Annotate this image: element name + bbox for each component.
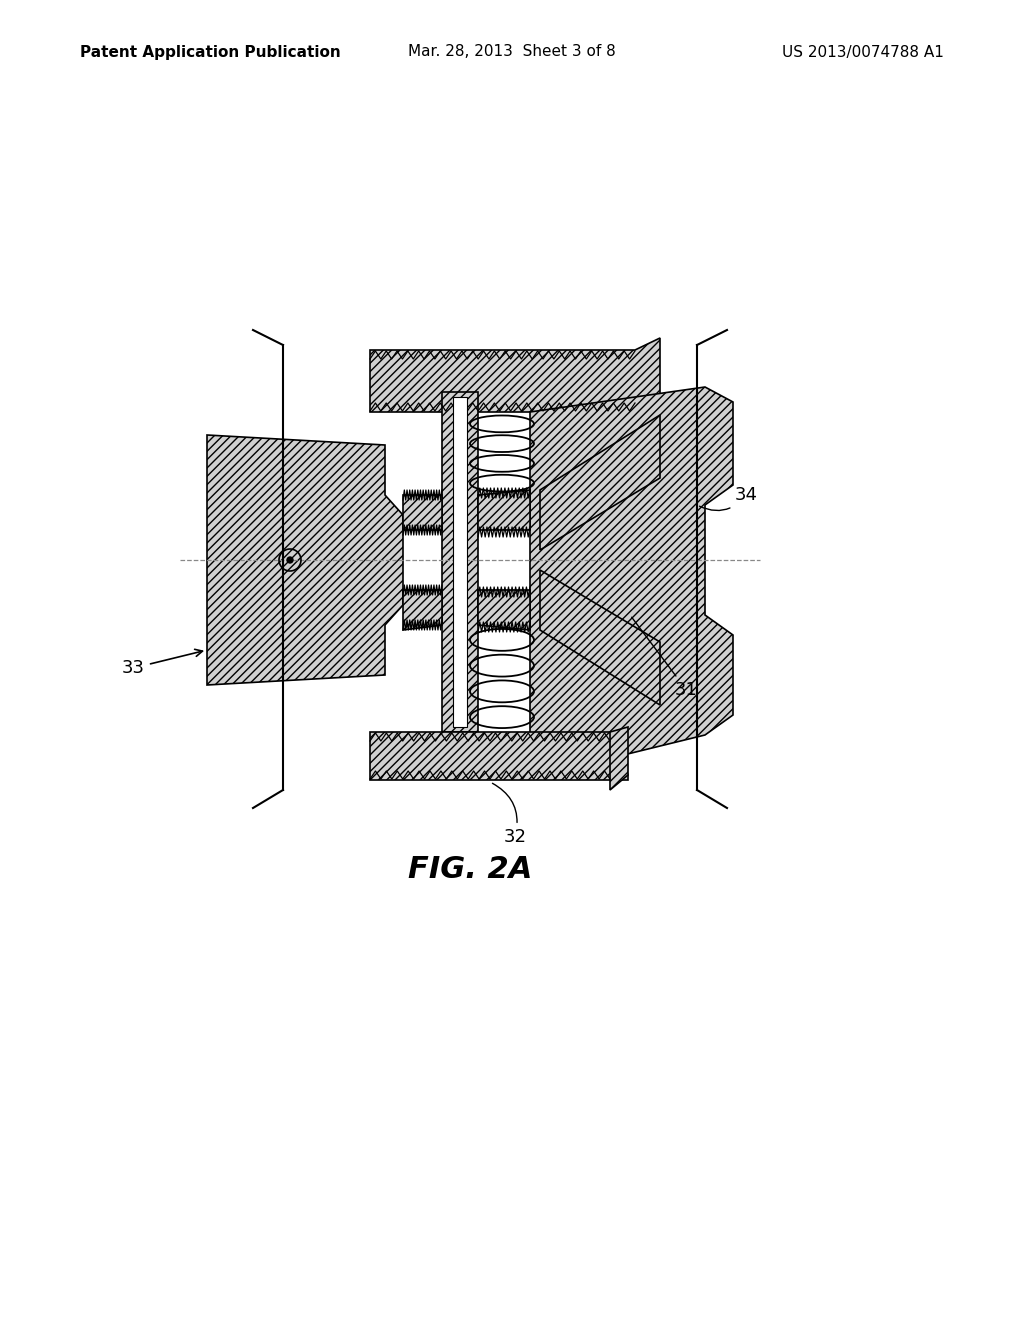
Text: FIG. 2A: FIG. 2A	[408, 855, 532, 884]
Polygon shape	[540, 570, 660, 705]
Text: 32: 32	[493, 783, 526, 846]
Text: US 2013/0074788 A1: US 2013/0074788 A1	[782, 45, 944, 59]
Text: 33: 33	[122, 649, 203, 677]
Polygon shape	[540, 414, 660, 550]
Text: Patent Application Publication: Patent Application Publication	[80, 45, 341, 59]
Text: Mar. 28, 2013  Sheet 3 of 8: Mar. 28, 2013 Sheet 3 of 8	[409, 45, 615, 59]
Polygon shape	[442, 392, 478, 733]
Polygon shape	[403, 495, 442, 531]
Polygon shape	[478, 590, 530, 630]
Polygon shape	[207, 436, 403, 685]
Text: 31: 31	[632, 618, 698, 700]
Circle shape	[287, 557, 293, 564]
Polygon shape	[610, 727, 628, 789]
Polygon shape	[403, 590, 442, 630]
Polygon shape	[478, 490, 530, 531]
Polygon shape	[370, 733, 628, 780]
Polygon shape	[530, 387, 733, 775]
Bar	[453, 397, 467, 727]
Polygon shape	[370, 338, 660, 417]
Text: 34: 34	[699, 486, 758, 511]
